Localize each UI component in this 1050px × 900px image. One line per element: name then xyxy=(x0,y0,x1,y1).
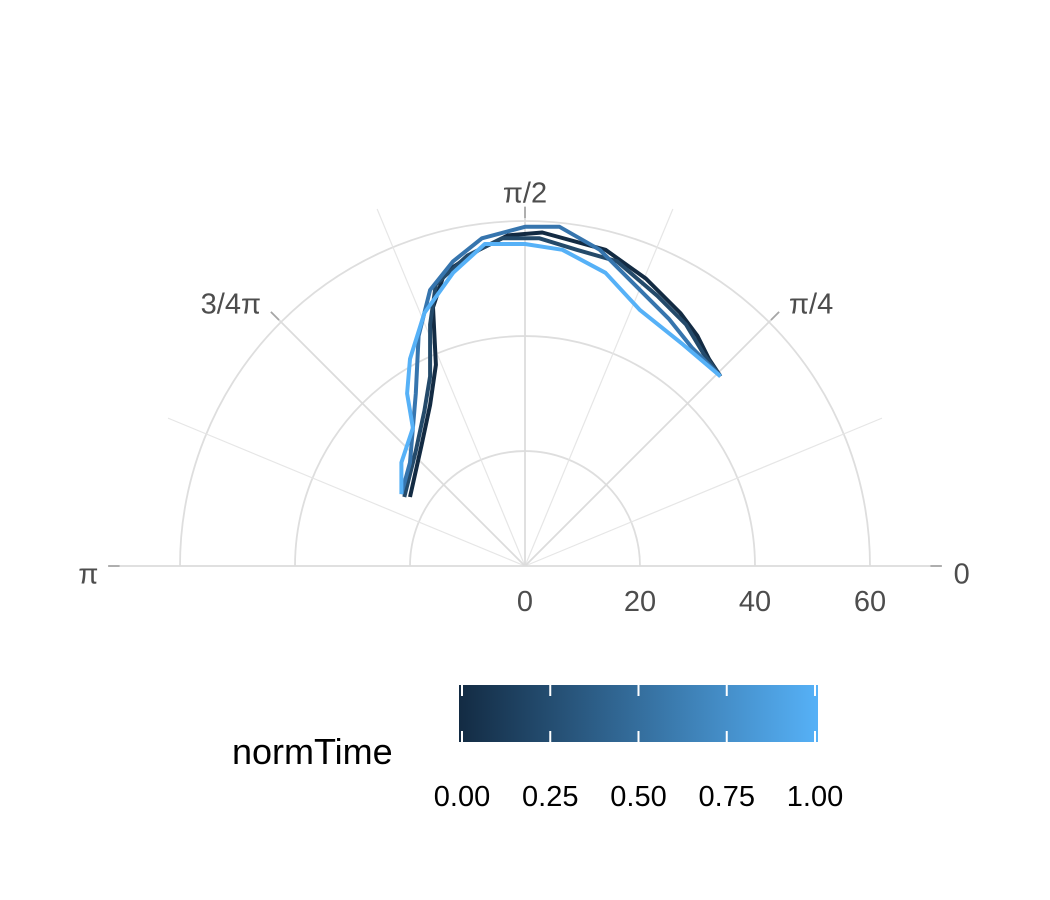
legend-tick-label: 0.75 xyxy=(699,781,755,813)
theta-minor-gridline xyxy=(524,208,674,567)
theta-gridline-3 xyxy=(278,319,526,567)
theta-tick-mark xyxy=(270,311,280,321)
legend-tick-label: 1.00 xyxy=(787,781,843,813)
theta-tick-label: π xyxy=(78,559,98,591)
r-tick-label: 40 xyxy=(739,586,771,618)
legend-tick-label: 0.50 xyxy=(610,781,666,813)
theta-gridline-1 xyxy=(524,319,772,567)
series-layer xyxy=(399,224,723,498)
r-tick-label: 60 xyxy=(854,586,886,618)
theta-minor-gridline xyxy=(167,417,526,567)
legend: normTime 0.00 0.25 0.50 0.75 1.00 xyxy=(232,685,843,813)
series-line-3 xyxy=(399,242,722,495)
theta-tick-label: π/4 xyxy=(789,289,833,321)
legend-tick-label: 0.25 xyxy=(522,781,578,813)
series-line-0 xyxy=(408,230,723,498)
theta-minor-gridline xyxy=(376,208,526,567)
series-line-1 xyxy=(402,236,723,498)
theta-tick-label: π/2 xyxy=(503,177,547,209)
series-line-2 xyxy=(399,224,722,495)
r-tick-label: 20 xyxy=(624,586,656,618)
r-tick-label: 0 xyxy=(517,586,533,618)
legend-title: normTime xyxy=(232,731,393,772)
axis-layer: 0 π/4 π/2 3/4π π 0 20 40 60 xyxy=(78,177,969,618)
grid-layer xyxy=(119,208,931,567)
legend-tick-label: 0.00 xyxy=(434,781,490,813)
theta-tick-mark xyxy=(770,311,780,321)
theta-tick-label: 3/4π xyxy=(201,289,261,321)
theta-minor-gridline xyxy=(524,417,883,567)
theta-tick-label: 0 xyxy=(954,559,970,591)
